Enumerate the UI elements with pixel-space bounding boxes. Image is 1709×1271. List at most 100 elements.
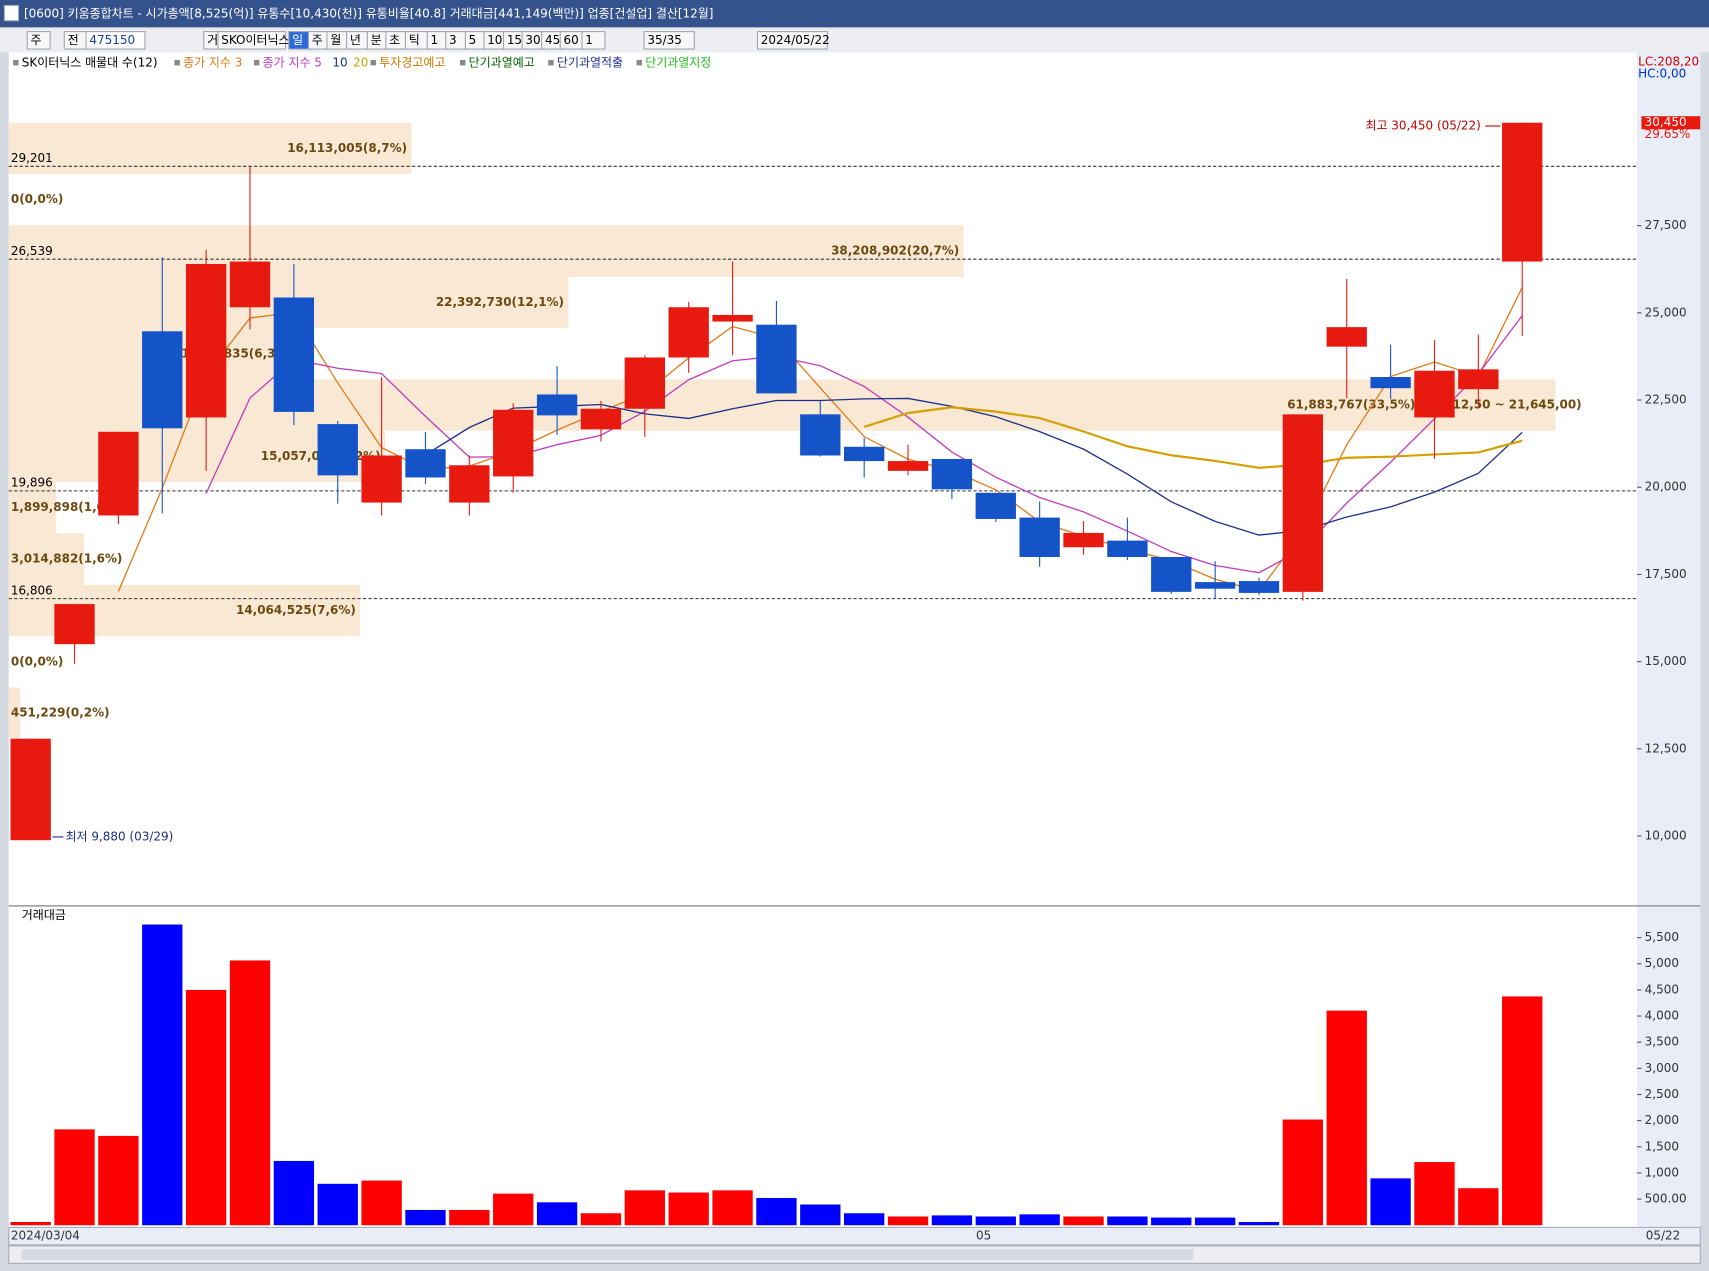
toolbar-label[interactable]: 2024/05/22 (761, 33, 830, 47)
toolbar-label[interactable]: 전 (68, 33, 79, 47)
price-line-label: 26,539 (11, 244, 53, 258)
x-tick-label: 05/22 (1646, 1229, 1680, 1243)
volume-bar (1326, 1010, 1367, 1226)
legend-swatch (548, 59, 554, 66)
window-controls[interactable] (1656, 6, 1701, 21)
toolbar-label[interactable]: 30 (525, 33, 540, 47)
volume-bar (975, 1216, 1016, 1226)
candle-body (1370, 377, 1411, 389)
toolbar-label[interactable]: 45 (545, 33, 560, 47)
app-icon (3, 4, 20, 22)
toolbar-button[interactable] (85, 31, 146, 50)
toolbar-button[interactable] (581, 31, 606, 50)
toolbar-label[interactable]: 35/35 (647, 33, 681, 47)
y-tick-label: 10,000 (1645, 829, 1687, 843)
legend-entry[interactable]: 종가 지수 3 (183, 56, 242, 70)
scroll-thumb[interactable] (21, 1249, 1194, 1261)
volume-bar (1502, 996, 1543, 1226)
last-price-box (1641, 116, 1701, 130)
legend-entry[interactable]: 20 (353, 56, 368, 70)
toolbar-label[interactable]: 월 (330, 33, 341, 47)
toolbar-label[interactable]: 년 (350, 33, 361, 47)
toolbar-label[interactable]: 거 (207, 33, 218, 47)
high-annotation: 최고 30,450 (05/22) (1365, 119, 1480, 133)
low-annotation: 최저 9,880 (03/29) (66, 829, 174, 843)
toolbar-label[interactable]: 주 (31, 33, 42, 47)
candle-body (142, 331, 183, 429)
y-tick-label: 4,500 (1645, 982, 1679, 996)
volume-profile-label: 0(0,0%) (11, 654, 63, 668)
volume-bar (800, 1204, 841, 1226)
toolbar-button[interactable] (26, 31, 51, 50)
change-label: 29.65% (1645, 127, 1691, 141)
y-tick-label: 22,500 (1645, 393, 1687, 407)
volume-bar (229, 960, 271, 1226)
window-title: [0600] 키움종합차트 - 시가총액[8,525(억)] 유통수[10,43… (24, 6, 713, 21)
toolbar-label[interactable]: 주 (312, 33, 323, 47)
legend-title: SK이터닉스 매물대 수(12) (22, 56, 158, 70)
x-tick-label: 2024/03/04 (11, 1229, 80, 1243)
toolbar-label[interactable]: 475150 (89, 33, 135, 47)
volume-bar (931, 1215, 973, 1226)
price-axis-panel (1637, 52, 1701, 906)
candle-body (229, 261, 271, 308)
y-tick-label: 5,500 (1645, 930, 1679, 944)
toolbar-label[interactable]: 1 (585, 33, 593, 47)
volume-bar (624, 1190, 665, 1226)
legend-swatch (459, 59, 466, 66)
candle-body (931, 458, 973, 490)
toolbar-label[interactable]: 10 (487, 33, 502, 47)
toolbar-label[interactable]: 1 (431, 33, 439, 47)
y-tick-label: 12,500 (1645, 741, 1687, 755)
toolbar-label[interactable]: 60 (563, 33, 578, 47)
candle-body (1063, 532, 1104, 548)
volume-bar (1107, 1216, 1148, 1226)
volume-profile-label: 0(0,0%) (11, 192, 63, 206)
moving-average (863, 406, 1523, 469)
volume-bar (580, 1213, 622, 1226)
legend-swatch (174, 59, 180, 66)
candle-body (1326, 327, 1367, 347)
toolbar-label[interactable]: SKO이터닉스 (221, 33, 289, 47)
y-tick-label: 5,000 (1645, 956, 1679, 970)
lc-label: LC:208,20 (1638, 55, 1699, 69)
candle-body (975, 492, 1016, 519)
toolbar-button[interactable] (217, 31, 287, 50)
y-tick-label: 1,500 (1645, 1139, 1679, 1153)
legend-entry[interactable]: 단기과열적출 (557, 56, 623, 70)
toolbar-label[interactable]: 15 (507, 33, 522, 47)
toolbar-label[interactable]: 틱 (409, 33, 420, 47)
toolbar-label[interactable]: 초 (389, 33, 400, 47)
legend-entry[interactable]: 종가 지수 5 (263, 56, 322, 70)
candle-body (624, 357, 665, 409)
legend-entry[interactable]: 투자경고예고 (379, 56, 445, 70)
volume-bar (185, 989, 227, 1226)
price-line-label: 29,201 (11, 151, 53, 165)
legend-entry[interactable]: 10 (332, 56, 347, 70)
candle-body (405, 449, 446, 478)
candle-body (1458, 369, 1499, 390)
legend-entry[interactable]: 단기과열지정 (645, 56, 711, 70)
y-tick-label: 25,000 (1645, 305, 1687, 319)
candle-body (1151, 556, 1192, 592)
volume-bar (1458, 1188, 1499, 1226)
toolbar-label[interactable]: 분 (371, 33, 382, 47)
y-tick-label: 27,500 (1645, 218, 1687, 232)
toolbar-label[interactable]: 3 (449, 33, 457, 47)
candle-body (1502, 122, 1543, 262)
volume-bar (1238, 1221, 1280, 1226)
volume-bar (844, 1213, 885, 1226)
volume-profile-label: 16,113,005(8,7%) (287, 141, 407, 155)
price-line-label: 19,896 (11, 476, 53, 490)
toolbar-button[interactable] (756, 31, 828, 50)
y-tick-label: 4,000 (1645, 1009, 1679, 1023)
candle-body (54, 604, 95, 645)
toolbar-label[interactable]: 일 (292, 33, 303, 47)
y-tick-label: 3,000 (1645, 1061, 1679, 1075)
volume-profile-label: 14,064,525(7,6%) (236, 603, 356, 617)
candle-body (449, 465, 490, 503)
toolbar-button[interactable] (643, 31, 695, 50)
legend-entry[interactable]: 단기과열예고 (469, 56, 535, 70)
toolbar-label[interactable]: 5 (469, 33, 477, 47)
volume-bar (1282, 1119, 1324, 1226)
